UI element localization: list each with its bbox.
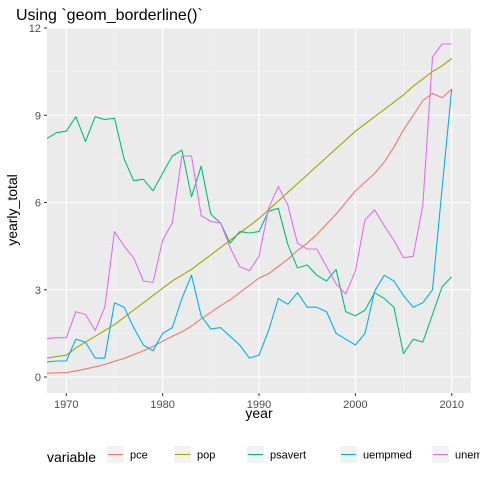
legend: variable pce pop psavert uempmed unemploy [47, 446, 480, 465]
legend-label-pop: pop [197, 450, 215, 462]
y-tick-label: 0 [35, 372, 41, 384]
major-gridlines [47, 27, 471, 393]
x-tick-label: 2010 [439, 399, 463, 411]
y-tick-label: 3 [35, 285, 41, 297]
series-lines [47, 43, 453, 374]
series-line-psavert [47, 116, 453, 355]
y-tick-label: 12 [29, 23, 41, 35]
legend-label-psavert: psavert [270, 450, 306, 462]
legend-title: variable [47, 449, 96, 465]
legend-label-unemploy: unemploy [455, 450, 480, 462]
y-tick-label: 9 [35, 110, 41, 122]
x-axis-title: year [245, 405, 273, 421]
x-tick-label: 1970 [54, 399, 78, 411]
series-line-unemploy [47, 43, 452, 340]
chart-title: Using `geom_borderline()` [16, 7, 203, 24]
x-tick-label: 1990 [247, 399, 271, 411]
series-line-uempmed [47, 89, 453, 363]
x-axis: 1970 1980 1990 2000 2010 [54, 393, 464, 411]
x-tick-label: 2000 [343, 399, 367, 411]
x-tick-label: 1980 [150, 399, 174, 411]
y-tick-label: 6 [35, 198, 41, 210]
legend-label-uempmed: uempmed [363, 450, 412, 462]
legend-label-pce: pce [130, 450, 148, 462]
y-axis-title: yearly_total [4, 174, 20, 246]
y-axis: 0 3 6 9 12 [29, 23, 47, 384]
series-line-pop [47, 58, 453, 359]
series-line-pce [47, 88, 453, 374]
